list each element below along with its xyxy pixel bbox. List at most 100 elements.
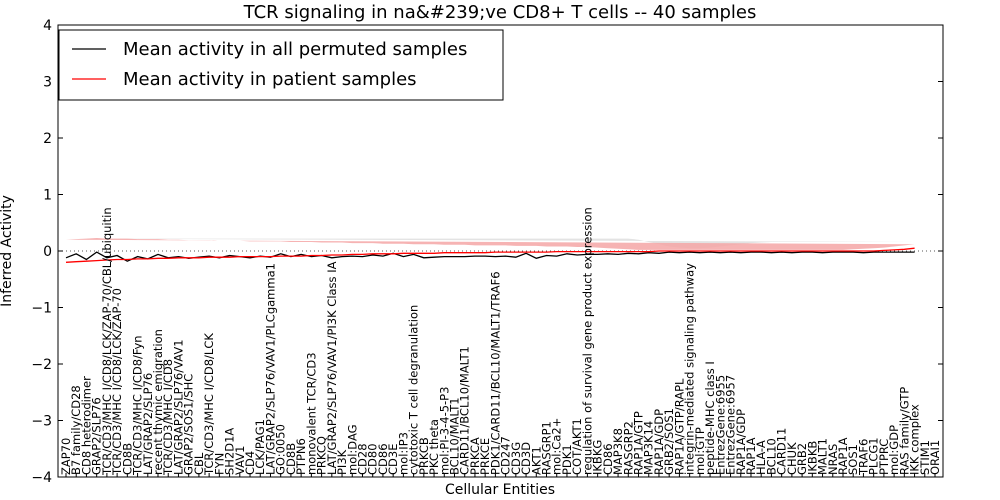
entity-label: TRAF6 [856,439,870,476]
entity-label: CD247 [499,436,513,475]
y-tick-label: 2 [43,131,52,147]
y-tick-label: −4 [31,470,52,486]
entity-label: RAP1A [744,437,758,475]
entity-label: MAP3K14 [642,421,656,475]
entity-label: PTPN6 [294,438,308,475]
entity-label: STIM1 [918,440,932,475]
entity-label: CD3E [386,444,400,475]
entity-label: LAT/GRAP2/SLP76/VAV1 [172,339,186,475]
entity-label: GRAP2/SLP76 [90,397,104,475]
entity-label: CD8B [284,443,298,475]
entity-label: SH2D1A [223,428,237,475]
entity-label: RAP1A [836,437,850,475]
entity-label: CBL [192,452,206,475]
legend-label-permuted: Mean activity in all permuted samples [123,39,467,60]
entity-label: CD28 [356,443,370,475]
entity-label: PI3K [335,449,349,475]
legend: Mean activity in all permuted samples Me… [58,29,504,101]
entity-label: CD4 [243,451,257,475]
entity-label: ORAI1 [928,440,942,475]
entity-label: RAP1A/GDP [734,409,748,475]
y-tick-label: 4 [43,18,52,34]
entity-label: PDK1 [560,444,574,475]
entity-label: CARD11/BCL10/MALT1 [458,346,472,475]
y-axis-title: Inferred Activity [0,195,15,307]
entity-label: PRKCA [468,437,482,475]
entity-label: CD80 [366,443,380,475]
legend-box [58,29,504,101]
entity-label: integrin-mediated signaling pathway [683,263,697,475]
entity-label: TCR/CD3/MHC I/CD8/LCK [202,333,216,476]
entity-label: PRKCQ [315,436,329,475]
entity-label: PRKCE [478,438,492,475]
entity-label: B7 family/CD28 [69,385,83,475]
entity-label: TCR/CD3/MHC I/CD8/Fyn [131,335,145,476]
entity-label: EntrezGene:6957 [724,375,738,475]
entity-label: CD3G [509,442,523,475]
y-tick-label: 3 [43,75,52,91]
entity-label: COT/AKT1 [570,418,584,475]
entity-label: ZAP70 [59,438,73,475]
entity-label: VAV1 [233,446,247,475]
x-axis-title: Cellular Entities [445,482,555,498]
entity-label: mol:DAG [345,424,359,475]
entity-label: mol:IP3 [396,432,410,475]
patient-band [66,238,915,250]
legend-label-patient: Mean activity in patient samples [123,69,417,90]
entity-label: peptide-MHC class I [703,361,717,475]
permuted-mean-line [65,251,915,262]
entity-label: CHUK [785,442,799,475]
entity-label: FYN [212,453,226,475]
entity-label: GRB2/SOS1 [662,408,676,475]
entity-label: mol:GTP [693,427,707,475]
entity-label: PDK1/CARD11/BCL10/MALT1/TRAF6 [488,271,502,475]
entity-label: cytotoxic T cell degranulation [407,305,421,475]
entity-label: LAT/GRAP2/SLP76/VAV1/PI3K Class IA [325,261,339,475]
entity-label: TCR/CD3/MHC I/CD8/LCK/ZAP-70 [110,288,124,476]
entity-label: LAT/GRAP2/SLP76/VAV1/PLCgamma1 [264,263,278,475]
entity-label: IKBKG [591,440,605,475]
entity-label: CD8B [120,443,134,475]
entity-label: SOS1 [846,444,860,475]
entity-label: AKT1 [529,446,543,475]
entity-label: RAS family/GTP [897,387,911,475]
entity-label: regulation of survival gene product expr… [580,207,594,475]
entity-label: CARD11 [775,428,789,475]
entity-label: GRAP2/SOS1/SHC [182,374,196,475]
entity-label: monovalent TCR/CD3 [304,352,318,475]
entity-label: CD3D [519,442,533,475]
entity-label: PLCG1 [867,437,881,475]
entity-label: GO:0050 [274,424,288,475]
entity-label: mol:PI-3-4-5-P3 [437,387,451,475]
patient-mean-line [65,247,915,263]
y-tick-label: −3 [31,414,52,430]
entity-label: NRAS [826,444,840,475]
entity-label: BCL10 [764,438,778,475]
entity-label: RASGRP2 [621,421,635,475]
y-tick-label: −1 [31,301,52,317]
entity-label: MAP3K8 [611,428,625,475]
entity-label: LCK/PAG1 [253,419,267,475]
entity-label: RAP1A/GTP/RAPL [672,378,686,475]
entity-label: GRB2 [795,443,809,475]
entity-label: BCL10/MALT1 [448,397,462,475]
entity-label: LAT/GRAP2/SLP76 [141,373,155,475]
entity-label: IKK complex [908,404,922,475]
entity-label: IKBKB [805,441,819,475]
entity-label: PRKCB [417,437,431,475]
y-tick-label: −2 [31,357,52,373]
entity-label: MALT1 [816,438,830,475]
entity-label: RASGRP1 [540,421,554,475]
entity-label: TCR/CD3/MHC I/CD8 [161,359,175,476]
entity-label: mol:Ca2+ [550,418,564,475]
entity-label: RAP1A/GDP [652,409,666,475]
entity-label: CD8 heterodimer [79,376,93,475]
entity-label: PTPRC [877,439,891,475]
y-tick-label: 1 [43,188,52,204]
entity-label: CD86 [376,443,390,475]
chart-title: TCR signaling in na&#239;ve CD8+ T cells… [243,2,757,23]
entity-label: PKC theta [427,419,441,475]
entity-label: HLA-A [754,440,768,475]
entity-label: RAP1A/GTP [632,411,646,475]
